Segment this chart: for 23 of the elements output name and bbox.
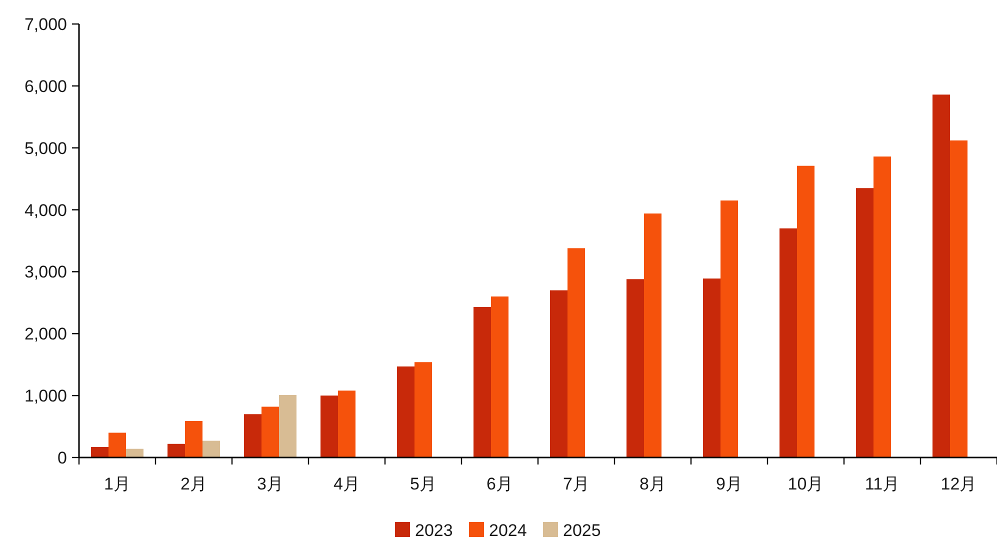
y-tick-label: 2,000 — [24, 324, 67, 344]
y-tick-label: 7,000 — [24, 15, 67, 34]
x-tick-label: 2月 — [180, 474, 207, 494]
y-tick-label: 0 — [58, 448, 67, 468]
y-tick-label: 1,000 — [24, 386, 67, 406]
x-tick-label: 11月 — [864, 474, 900, 494]
x-tick-label: 6月 — [486, 474, 513, 494]
y-tick-label: 6,000 — [24, 76, 67, 96]
x-tick-label: 10月 — [788, 474, 824, 494]
legend-label: 2025 — [563, 521, 601, 540]
x-tick-label: 1月 — [104, 474, 130, 494]
y-tick-label: 4,000 — [24, 200, 67, 220]
y-tick-label: 5,000 — [24, 138, 67, 158]
legend-label: 2024 — [489, 521, 527, 540]
x-tick-label: 8月 — [640, 474, 666, 494]
x-tick-label: 4月 — [334, 474, 360, 494]
x-tick-label: 12月 — [940, 474, 977, 494]
legend-label: 2023 — [415, 521, 453, 540]
x-tick-label: 9月 — [716, 474, 742, 494]
x-tick-label: 7月 — [563, 474, 590, 494]
y-tick-label: 3,000 — [24, 262, 67, 282]
x-tick-label: 5月 — [410, 474, 436, 494]
x-tick-label: 3月 — [257, 474, 284, 494]
